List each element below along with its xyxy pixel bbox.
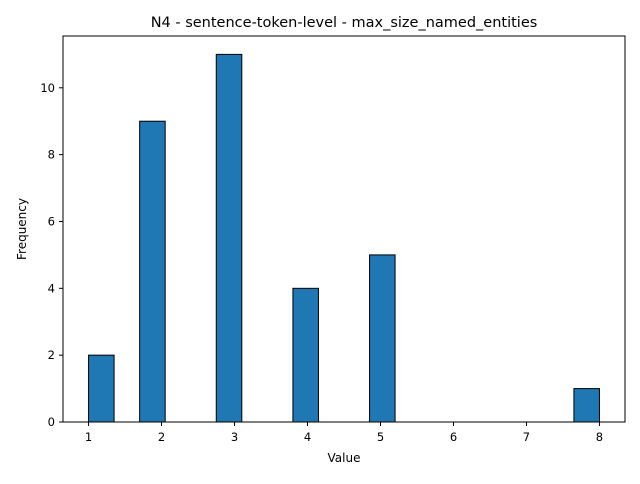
y-tick-label-4: 4 [48,281,55,295]
x-tick-label-1: 1 [85,430,92,444]
x-tick-label-7: 7 [523,430,530,444]
x-ticks-layer: 1 2 3 4 5 6 7 8 [85,422,603,444]
y-axis-label: Frequency [15,198,29,260]
x-tick-label-3: 3 [231,430,238,444]
histogram-bar-5 [573,388,600,423]
x-axis-label: Value [328,451,361,465]
histogram-bar-0 [88,354,115,423]
x-tick-label-8: 8 [596,430,603,444]
histogram-bar-3 [292,287,319,423]
x-tick-label-4: 4 [304,430,311,444]
x-tick-label-2: 2 [158,430,165,444]
y-tick-label-10: 10 [40,81,55,95]
histogram-bar-4 [369,254,396,423]
y-tick-label-6: 6 [48,214,55,228]
histogram-bar-1 [139,120,166,423]
y-tick-label-8: 8 [48,148,55,162]
y-tick-label-0: 0 [48,415,55,429]
y-tick-label-2: 2 [48,348,55,362]
chart-title: N4 - sentence-token-level - max_size_nam… [151,15,538,31]
y-ticks-layer: 0 2 4 6 8 10 [40,81,63,429]
x-tick-label-6: 6 [450,430,457,444]
plot-frame [62,35,626,423]
histogram-bar-2 [215,53,243,423]
bars-layer [88,53,600,423]
x-tick-label-5: 5 [377,430,384,444]
